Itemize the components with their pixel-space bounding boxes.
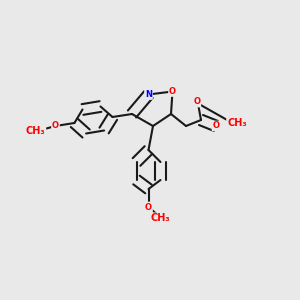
Text: O: O — [169, 87, 176, 96]
Text: O: O — [145, 202, 152, 211]
Text: CH₃: CH₃ — [151, 213, 170, 224]
Text: CH₃: CH₃ — [227, 118, 247, 128]
Text: N: N — [145, 90, 152, 99]
Text: O: O — [212, 122, 220, 130]
Text: O: O — [52, 122, 59, 130]
Text: O: O — [193, 98, 200, 106]
Text: CH₃: CH₃ — [26, 126, 45, 136]
